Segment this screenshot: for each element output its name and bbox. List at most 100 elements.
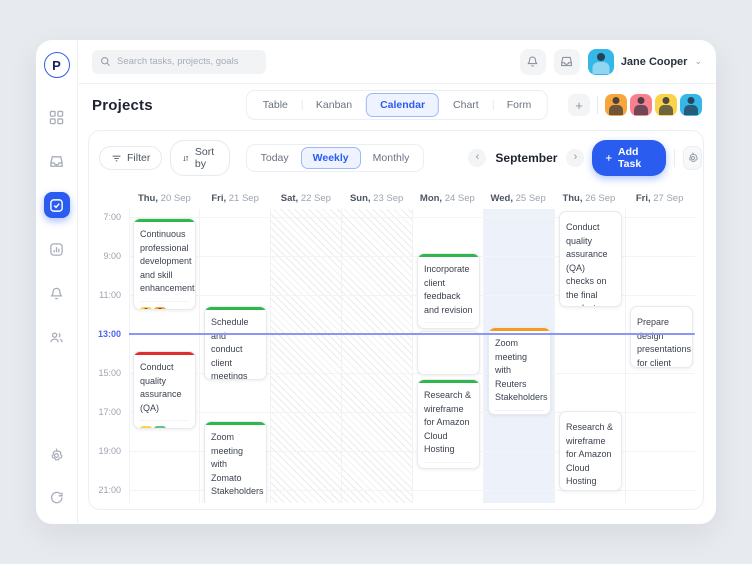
- task-card[interactable]: Continuous professional development and …: [133, 218, 196, 310]
- task-title: Schedule and conduct client meetings for…: [211, 317, 249, 380]
- time-label: 9:00: [103, 251, 121, 261]
- task-title: Research & wireframe for Amazon Cloud Ho…: [566, 422, 614, 486]
- day-column-thu-20[interactable]: [129, 209, 200, 503]
- topbar: Jane Cooper ⌄: [78, 40, 716, 84]
- task-color-bar: [205, 307, 266, 310]
- sidebar-item-settings[interactable]: [44, 442, 70, 468]
- day-column-sun-23[interactable]: [342, 209, 413, 503]
- calendar-toolbar: Filter Sort by Today Weekly Monthly ‹: [89, 131, 703, 183]
- divider: [674, 149, 676, 167]
- tab-chart[interactable]: Chart: [453, 99, 479, 111]
- sidebar-item-tasks[interactable]: [43, 192, 70, 218]
- task-card[interactable]: Schedule and conduct client meetings for…: [204, 306, 267, 380]
- hour-line: [129, 373, 695, 374]
- task-card[interactable]: Conduct quality assurance (QA): [133, 351, 196, 429]
- avatar: [154, 426, 166, 428]
- day-column-thu-26[interactable]: [555, 209, 626, 503]
- task-card[interactable]: Incorporate client feedback and revision: [417, 253, 480, 329]
- tab-table[interactable]: Table: [262, 99, 288, 111]
- task-card[interactable]: Prepare design presentations for client …: [630, 306, 693, 368]
- task-assignees: [140, 300, 189, 309]
- hour-line: [129, 490, 695, 491]
- gear-icon: [688, 152, 698, 162]
- filter-button[interactable]: Filter: [99, 146, 163, 170]
- sort-button[interactable]: Sort by: [170, 140, 230, 176]
- task-card[interactable]: Research & wireframe for Amazon Cloud Ho…: [559, 411, 622, 491]
- divider: [597, 96, 598, 114]
- search-input[interactable]: [117, 56, 258, 67]
- tab-form[interactable]: Form: [492, 93, 546, 117]
- app-logo: P: [43, 52, 70, 78]
- day-header: Fri, 27 Sep: [635, 192, 684, 204]
- time-label: 7:00: [103, 212, 121, 222]
- avatar[interactable]: [655, 94, 677, 116]
- member-avatars: [605, 94, 702, 116]
- view-weekly[interactable]: Weekly: [300, 147, 361, 169]
- avatar[interactable]: [605, 94, 627, 116]
- next-month-button[interactable]: ›: [566, 149, 585, 167]
- view-monthly[interactable]: Monthly: [372, 152, 410, 164]
- day-header: Mon, 24 Sep: [419, 192, 475, 204]
- tab-calendar[interactable]: Calendar: [366, 93, 440, 117]
- chevron-down-icon: ⌄: [694, 56, 702, 66]
- task-color-bar: [631, 307, 692, 310]
- view-tabs: Table Kanban Calendar Chart Form: [245, 90, 549, 120]
- sort-label: Sort by: [194, 146, 215, 170]
- calendar-settings-button[interactable]: [683, 146, 703, 170]
- sidebar-item-dashboard[interactable]: [44, 104, 70, 130]
- task-card[interactable]: Conduct quality assurance (QA) checks on…: [559, 211, 622, 307]
- filter-label: Filter: [127, 152, 151, 164]
- gear-icon: [51, 447, 63, 460]
- task-card[interactable]: Research & wireframe for Amazon Cloud Ho…: [417, 379, 480, 469]
- day-column-fri-21[interactable]: [200, 209, 271, 503]
- current-time-label: 13:00: [97, 329, 121, 339]
- task-card[interactable]: Zoom meeting with Reuters Stakeholders J…: [488, 327, 551, 415]
- sidebar-item-logout[interactable]: [44, 484, 70, 510]
- tab-kanban[interactable]: Kanban: [301, 93, 366, 117]
- day-header: Sat, 22 Sep: [280, 192, 331, 204]
- bar-chart-icon: [50, 242, 63, 256]
- task-assignees: [140, 420, 189, 428]
- task-title: Continuous professional development and …: [140, 229, 195, 293]
- task-color-bar: [560, 412, 621, 415]
- calendar-view: Thu, 20 Sep Fri, 21 Sep Sat, 22 Sep Sun,…: [89, 183, 703, 509]
- sidebar-item-notifications[interactable]: [44, 280, 70, 306]
- task-title: Research & wireframe for Amazon Cloud Ho…: [424, 390, 472, 454]
- add-task-button[interactable]: Add Task: [592, 140, 667, 176]
- sidebar-item-team[interactable]: [44, 324, 70, 350]
- calendar-panel: Filter Sort by Today Weekly Monthly ‹: [88, 130, 704, 510]
- month-navigator: ‹ September ›: [468, 149, 585, 167]
- avatar[interactable]: [630, 94, 652, 116]
- task-color-bar: [560, 212, 621, 215]
- empty-time-block[interactable]: [417, 331, 480, 375]
- grid-wrap: 7:00 9:00 11:00 13:00 15:00 17:00 19:00 …: [97, 209, 695, 503]
- task-title: Zoom meeting with Zomato Stakeholders: [211, 432, 264, 496]
- sidebar-item-inbox[interactable]: [44, 148, 70, 174]
- task-assignees: [424, 461, 478, 468]
- task-card[interactable]: Zoom meeting with Zomato Stakeholders Ex…: [204, 421, 267, 503]
- view-today[interactable]: Today: [260, 152, 289, 164]
- user-menu[interactable]: Jane Cooper ⌄: [587, 48, 702, 75]
- notifications-button[interactable]: [519, 48, 546, 75]
- add-task-label: Add Task: [618, 146, 642, 170]
- day-column-sat-22[interactable]: [271, 209, 342, 503]
- hour-line: [129, 217, 695, 218]
- task-color-bar: [134, 219, 195, 222]
- sort-arrows-icon: [183, 155, 189, 161]
- day-header-row: Thu, 20 Sep Fri, 21 Sep Sat, 22 Sep Sun,…: [97, 187, 695, 209]
- sidebar-item-reports[interactable]: [44, 236, 70, 262]
- page-title: Projects: [92, 96, 153, 114]
- day-column-mon-24[interactable]: [413, 209, 484, 503]
- month-label: September: [495, 151, 558, 165]
- inbox-button[interactable]: [553, 48, 580, 75]
- prev-month-button[interactable]: ‹: [468, 149, 487, 167]
- calendar-grid: Continuous professional development and …: [129, 209, 695, 503]
- time-label: 11:00: [99, 290, 121, 300]
- add-member-button[interactable]: +: [568, 94, 590, 116]
- sidebar-bottom: [44, 442, 70, 510]
- task-title: Zoom meeting with Reuters Stakeholders: [495, 338, 548, 402]
- search-bar[interactable]: [92, 49, 266, 74]
- avatar[interactable]: [680, 94, 702, 116]
- hour-line: [129, 295, 695, 296]
